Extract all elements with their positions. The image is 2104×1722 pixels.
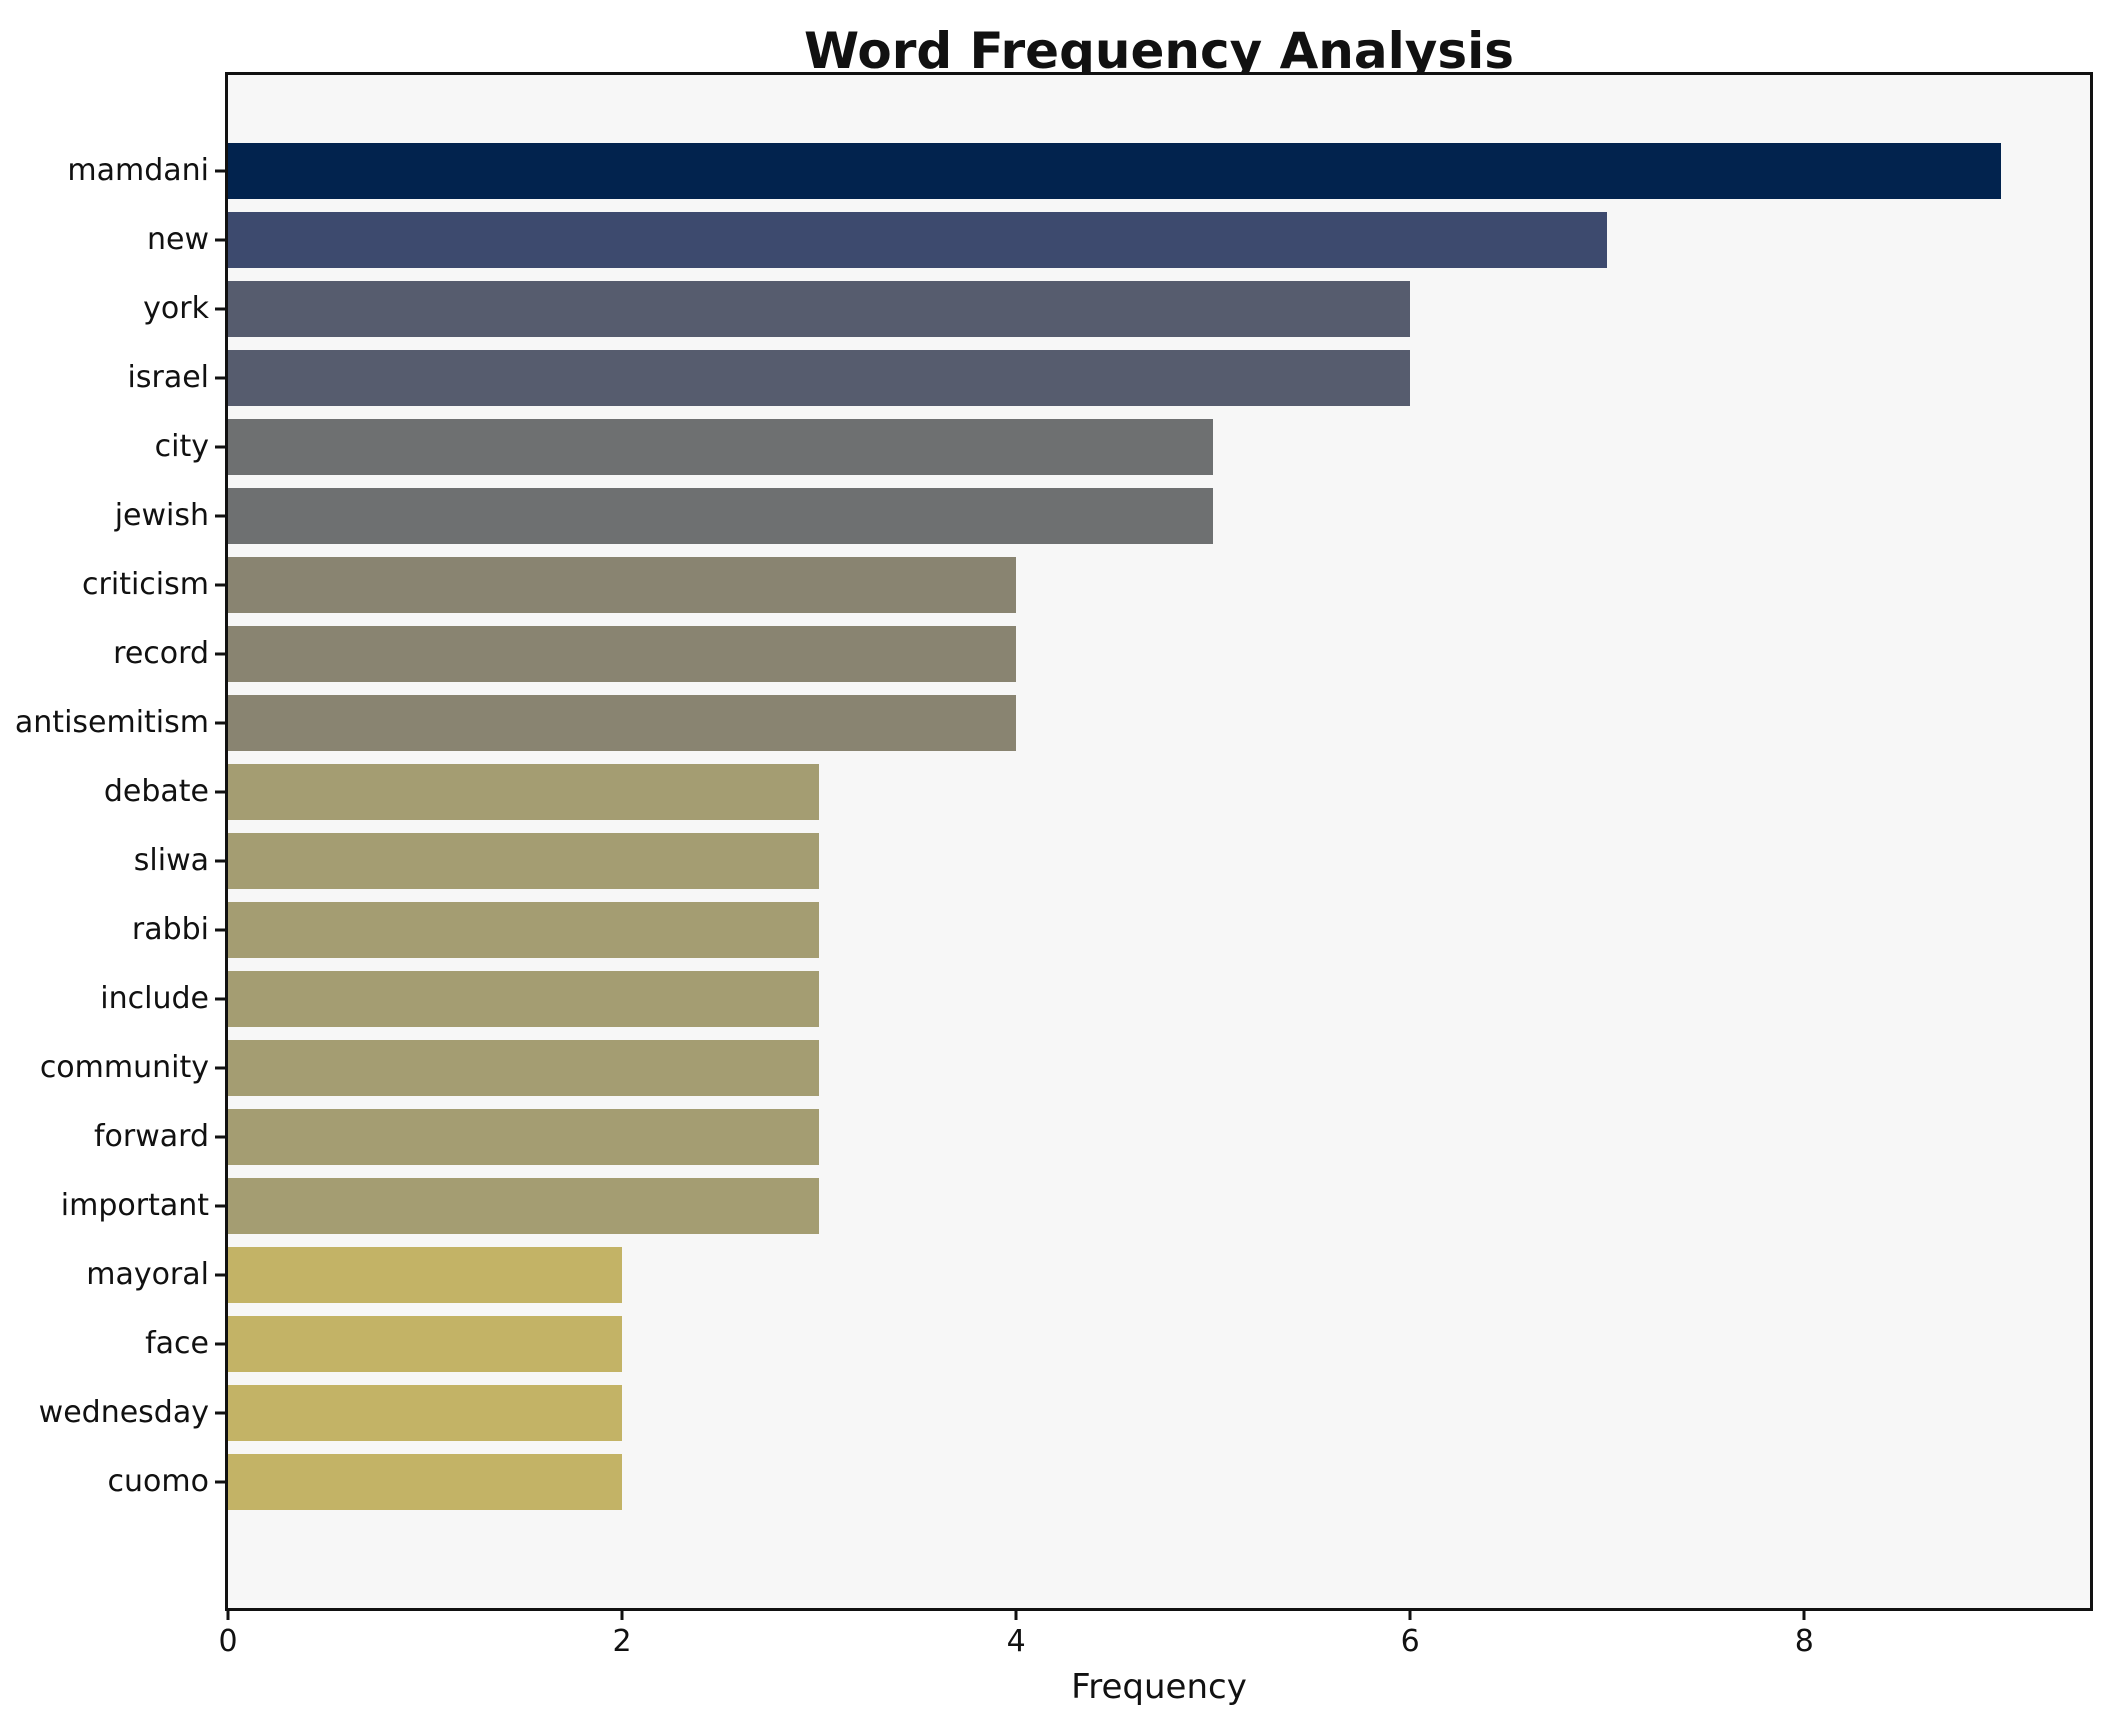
x-tick-mark	[1014, 1611, 1018, 1620]
x-tick-mark	[226, 1611, 230, 1620]
bar-new	[228, 212, 1608, 268]
y-tick-mark	[215, 1411, 225, 1415]
x-tick-label-0: 0	[218, 1624, 238, 1659]
x-tick-mark	[1802, 1611, 1806, 1620]
y-tick-mark	[215, 721, 225, 725]
y-tick-mark	[215, 1204, 225, 1208]
bar-criticism	[228, 557, 1017, 613]
y-tick-mark	[215, 376, 225, 380]
bar-include	[228, 971, 820, 1027]
bar-sliwa	[228, 833, 820, 889]
y-tick-label-jewish: jewish	[114, 498, 209, 533]
plot-area: mamdani new york israel city jewish criticism r…	[15, 72, 2093, 1704]
y-tick-label-record: record	[113, 636, 209, 671]
y-tick-mark	[215, 238, 225, 242]
y-tick-mark	[215, 652, 225, 656]
y-tick-label-mayoral: mayoral	[86, 1257, 209, 1292]
bar-york	[228, 281, 1411, 337]
y-tick-mark	[215, 1342, 225, 1346]
y-tick-label-forward: forward	[93, 1119, 209, 1154]
bar-forward	[228, 1109, 820, 1165]
y-tick-label-sliwa: sliwa	[133, 843, 209, 878]
y-tick-label-new: new	[146, 222, 209, 257]
bar-jewish	[228, 488, 1214, 544]
bar-community	[228, 1040, 820, 1096]
x-tick-label-4: 4	[1006, 1624, 1026, 1659]
x-tick-label-2: 2	[612, 1624, 632, 1659]
y-tick-label-criticism: criticism	[82, 567, 209, 602]
y-tick-label-wednesday: wednesday	[38, 1395, 209, 1430]
bar-face	[228, 1316, 623, 1372]
y-tick-label-cuomo: cuomo	[107, 1464, 209, 1499]
chart-title: Word Frequency Analysis	[803, 22, 1515, 80]
y-tick-label-important: important	[60, 1188, 209, 1223]
y-tick-mark	[215, 1480, 225, 1484]
bar-antisemitism	[228, 695, 1017, 751]
y-tick-mark	[215, 445, 225, 449]
y-tick-mark	[215, 859, 225, 863]
y-tick-mark	[215, 169, 225, 173]
y-tick-mark	[215, 997, 225, 1001]
bar-cuomo	[228, 1454, 623, 1510]
y-tick-mark	[215, 1273, 225, 1277]
x-tick-mark	[1408, 1611, 1412, 1620]
y-tick-label-face: face	[145, 1326, 209, 1361]
bar-city	[228, 419, 1214, 475]
y-tick-mark	[215, 928, 225, 932]
x-axis-label: Frequency	[1071, 1667, 1247, 1707]
y-tick-label-york: york	[143, 291, 209, 326]
y-tick-mark	[215, 1135, 225, 1139]
y-tick-label-antisemitism: antisemitism	[14, 705, 209, 740]
bar-mayoral	[228, 1247, 623, 1303]
y-tick-label-debate: debate	[103, 774, 209, 809]
bar-rabbi	[228, 902, 820, 958]
bar-debate	[228, 764, 820, 820]
x-tick-mark	[620, 1611, 624, 1620]
y-tick-mark	[215, 790, 225, 794]
x-tick-label-6: 6	[1400, 1624, 1420, 1659]
bar-mamdani	[228, 143, 2002, 199]
x-tick-label-8: 8	[1794, 1624, 1814, 1659]
y-tick-label-mamdani: mamdani	[67, 153, 209, 188]
bar-israel	[228, 350, 1411, 406]
y-tick-label-israel: israel	[127, 360, 209, 395]
y-tick-mark	[215, 514, 225, 518]
y-tick-mark	[215, 1066, 225, 1070]
y-tick-mark	[215, 307, 225, 311]
bar-record	[228, 626, 1017, 682]
y-tick-label-include: include	[100, 981, 209, 1016]
bar-important	[228, 1178, 820, 1234]
y-tick-label-community: community	[39, 1050, 209, 1085]
y-tick-label-city: city	[154, 429, 209, 464]
y-tick-mark	[215, 583, 225, 587]
bar-wednesday	[228, 1385, 623, 1441]
y-tick-label-rabbi: rabbi	[131, 912, 209, 947]
